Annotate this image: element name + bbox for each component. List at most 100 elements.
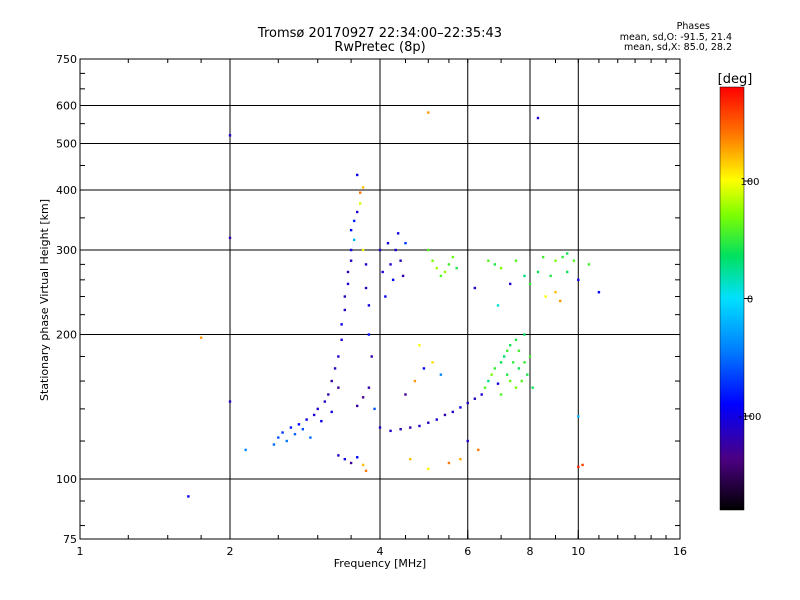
data-point (443, 413, 447, 417)
x-tick-label: 4 (377, 545, 384, 558)
data-point (364, 263, 368, 266)
y-tick-label: 400 (56, 184, 77, 197)
data-point (427, 248, 430, 252)
data-point (409, 457, 412, 461)
data-point (439, 274, 443, 278)
data-point (459, 457, 462, 461)
axis-ticks (79, 59, 681, 539)
data-point (528, 282, 532, 286)
data-point (427, 421, 430, 424)
data-point (370, 355, 373, 358)
phases-mean-o: mean, sd,O: -91.5, 21.4 (619, 31, 732, 43)
phases-mean-x: mean, sd,X: 85.0, 28.2 (623, 42, 732, 53)
data-point (404, 241, 407, 245)
data-point (499, 361, 503, 364)
data-point (352, 238, 356, 242)
data-point (340, 338, 343, 342)
data-point (305, 418, 308, 421)
data-point (337, 386, 340, 389)
data-point (511, 361, 515, 364)
data-point (316, 407, 319, 411)
chart-title-line-1: Tromsø 20170927 22:34:00–22:35:43 (257, 26, 503, 41)
data-point (386, 241, 390, 245)
y-tick-label: 75 (63, 533, 77, 546)
data-point (455, 266, 458, 270)
chart-title-line-2: RwPretec (8p) (334, 40, 426, 55)
data-point (244, 448, 247, 452)
data-point (418, 424, 421, 428)
data-point (493, 263, 497, 266)
data-point (285, 439, 288, 443)
data-point (531, 386, 534, 389)
colorbar-unit: [deg] (718, 72, 753, 87)
data-point (435, 266, 438, 270)
data-point (523, 361, 526, 364)
colorbar-tick-label: -100 (739, 412, 762, 423)
data-point (330, 410, 333, 414)
data-point (496, 304, 500, 307)
data-point (439, 373, 443, 376)
data-point (523, 274, 526, 278)
data-point (187, 495, 190, 498)
data-point (289, 426, 293, 429)
data-point (447, 263, 451, 266)
data-point (466, 439, 469, 443)
data-point (293, 432, 297, 436)
data-point (477, 448, 480, 452)
data-point (418, 344, 421, 347)
data-point (480, 393, 483, 396)
data-point (508, 379, 512, 383)
data-point (572, 259, 576, 262)
data-point (367, 304, 371, 307)
data-points (187, 111, 601, 498)
data-point (309, 436, 312, 439)
data-point (337, 454, 340, 457)
data-point (554, 259, 557, 262)
data-point (422, 367, 426, 370)
data-point (361, 248, 365, 252)
data-point (559, 299, 562, 303)
axis-tick-labels: 1 2 4 6 8 10 16 75 100 200 300 400 500 600 750 (56, 53, 687, 558)
data-point (544, 295, 547, 298)
data-point (355, 404, 359, 408)
y-tick-label: 100 (56, 473, 77, 486)
data-point (514, 386, 518, 389)
data-point (536, 270, 540, 274)
data-point (499, 266, 503, 270)
data-point (496, 382, 500, 385)
x-tick-label: 6 (464, 545, 471, 558)
colorbar-ticks: 100 0 -100 (739, 177, 762, 423)
data-point (541, 255, 545, 259)
data-point (508, 344, 512, 347)
data-point (587, 263, 591, 266)
data-point (536, 116, 540, 120)
phases-label: Phases (676, 21, 710, 32)
data-point (401, 274, 405, 278)
data-point (451, 410, 455, 414)
data-point (346, 270, 350, 274)
data-point (361, 186, 365, 189)
colorbar-tick-label: 0 (747, 295, 753, 306)
data-point (277, 436, 280, 439)
data-point (389, 263, 392, 266)
data-point (323, 400, 327, 403)
data-point (378, 248, 382, 252)
data-point (364, 286, 368, 290)
data-point (404, 393, 407, 396)
data-point (340, 323, 343, 326)
data-point (228, 134, 232, 137)
data-point (361, 396, 365, 399)
data-point (565, 270, 569, 274)
data-point (378, 426, 382, 429)
data-point (483, 386, 487, 389)
data-point (394, 248, 397, 252)
data-point (505, 349, 509, 352)
data-point (514, 338, 518, 342)
y-tick-label: 600 (56, 100, 77, 113)
grid-lines (80, 59, 680, 539)
data-point (473, 397, 477, 400)
data-point (373, 407, 376, 411)
data-point (272, 443, 276, 446)
data-point (367, 333, 371, 336)
data-point (528, 355, 532, 358)
